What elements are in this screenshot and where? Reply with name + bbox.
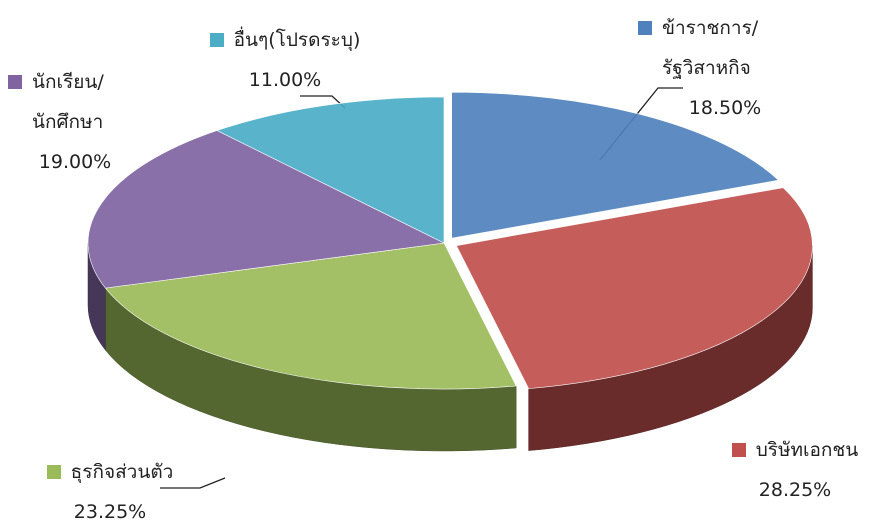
legend-entry: บริษัทเอกชน xyxy=(700,430,879,470)
value-label: 11.00% xyxy=(248,69,322,91)
data-label: อื่นๆ(โปรดระบุ) 11.00% xyxy=(165,20,405,100)
slice-tops xyxy=(87,91,813,390)
category-label: ข้าราชการ/รัฐวิสาหกิจ xyxy=(662,17,759,79)
data-label: นักเรียน/นักศึกษา 19.00% xyxy=(0,62,150,182)
legend-entry: ธุรกิจส่วนตัว xyxy=(10,452,210,492)
data-label: บริษัทเอกชน 28.25% xyxy=(700,430,879,510)
legend-swatch xyxy=(209,33,224,47)
category-label: อื่นๆ(โปรดระบุ) xyxy=(233,29,361,51)
legend-entry: ข้าราชการ/รัฐวิสาหกิจ xyxy=(625,8,825,88)
category-label: ธุรกิจส่วนตัว xyxy=(70,461,174,483)
legend-entry: อื่นๆ(โปรดระบุ) xyxy=(165,20,405,60)
data-label: ข้าราชการ/รัฐวิสาหกิจ 18.50% xyxy=(625,8,825,128)
value-label: 28.25% xyxy=(758,479,832,501)
slice xyxy=(455,187,813,389)
slice xyxy=(216,96,445,244)
value-label: 23.25% xyxy=(73,501,147,523)
value-label: 19.00% xyxy=(38,151,112,173)
slice xyxy=(87,130,446,289)
category-label: นักเรียน/นักศึกษา xyxy=(32,71,104,133)
value-label: 18.50% xyxy=(688,97,762,119)
leader-line xyxy=(160,477,226,489)
legend-swatch xyxy=(8,75,22,89)
legend-entry: นักเรียน/นักศึกษา xyxy=(0,62,150,142)
data-label: ธุรกิจส่วนตัว 23.25% xyxy=(10,452,210,531)
legend-swatch xyxy=(638,21,652,35)
legend-swatch xyxy=(731,443,746,457)
category-label: บริษัทเอกชน xyxy=(755,439,859,461)
slice xyxy=(104,242,517,390)
legend-swatch xyxy=(46,465,61,479)
slice xyxy=(451,91,780,239)
